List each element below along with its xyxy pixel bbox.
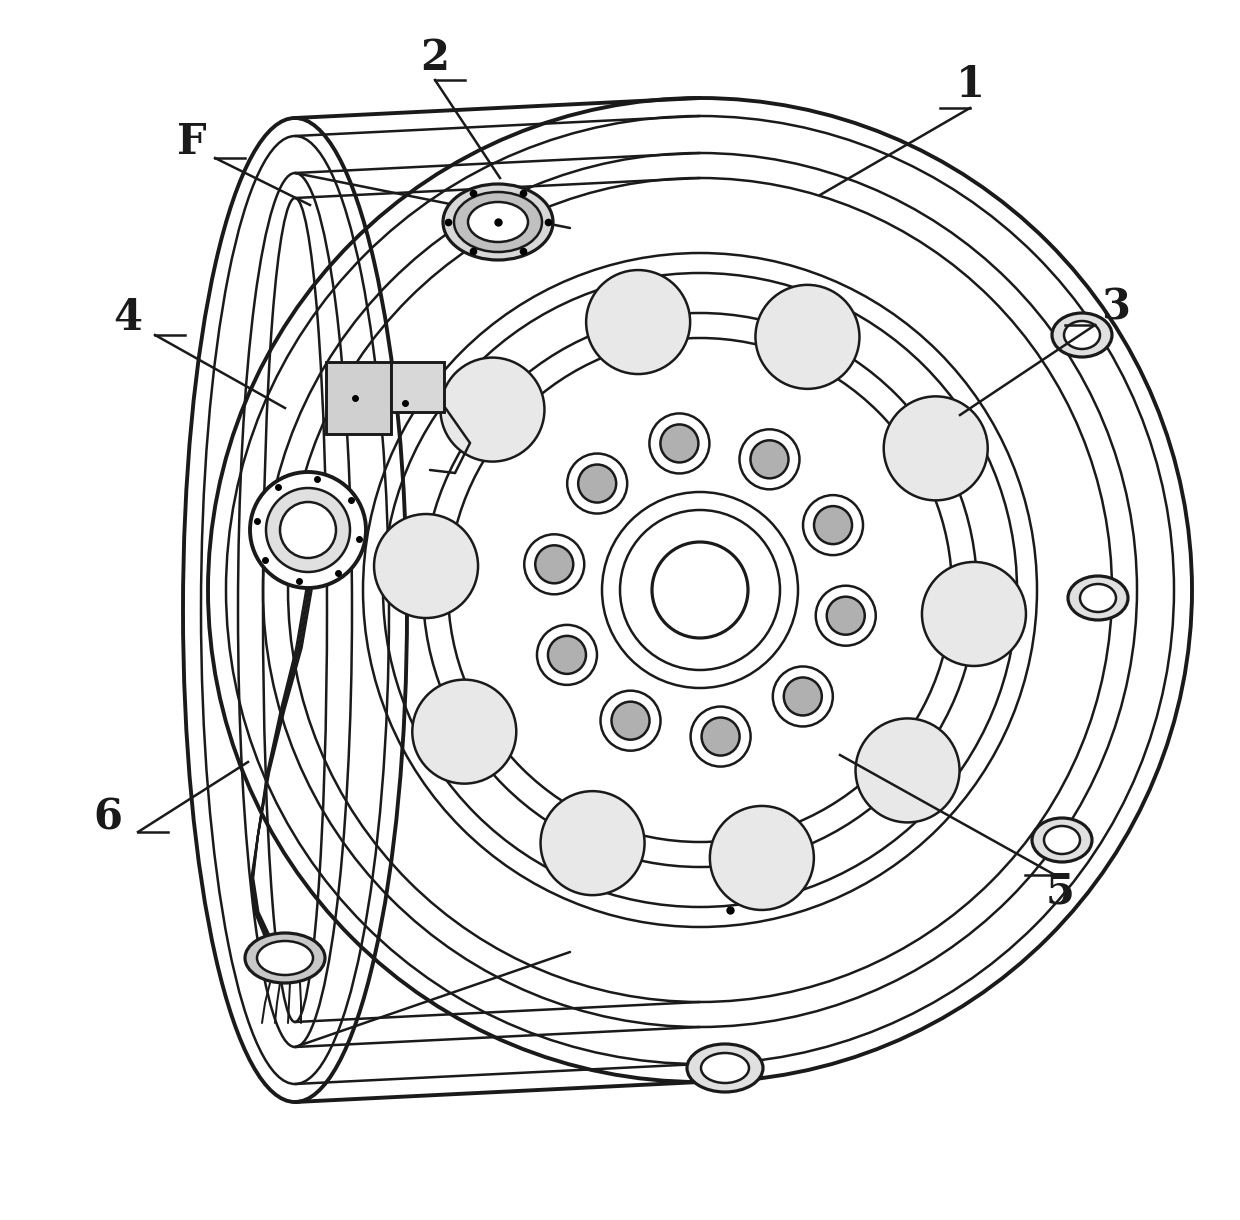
Ellipse shape (440, 357, 544, 461)
Text: 1: 1 (956, 63, 985, 106)
Ellipse shape (709, 806, 813, 910)
Text: 2: 2 (420, 37, 449, 79)
Ellipse shape (813, 506, 852, 544)
Ellipse shape (578, 465, 616, 503)
Ellipse shape (536, 545, 573, 583)
Ellipse shape (374, 514, 479, 619)
Ellipse shape (412, 680, 516, 783)
Ellipse shape (1080, 584, 1116, 612)
FancyBboxPatch shape (391, 362, 444, 412)
Ellipse shape (923, 562, 1025, 666)
Ellipse shape (443, 184, 553, 260)
Ellipse shape (611, 702, 650, 739)
Ellipse shape (548, 636, 587, 673)
Ellipse shape (250, 472, 366, 588)
Ellipse shape (454, 192, 542, 253)
Text: 6: 6 (93, 797, 123, 839)
Text: 3: 3 (1101, 287, 1130, 329)
FancyBboxPatch shape (326, 362, 391, 434)
Ellipse shape (755, 284, 859, 389)
Ellipse shape (827, 597, 864, 634)
Ellipse shape (246, 933, 325, 983)
Ellipse shape (773, 666, 833, 726)
Ellipse shape (856, 719, 960, 822)
Ellipse shape (537, 625, 596, 684)
Ellipse shape (1032, 817, 1092, 863)
Ellipse shape (567, 454, 627, 514)
Ellipse shape (691, 706, 750, 766)
Ellipse shape (661, 425, 698, 462)
Ellipse shape (702, 717, 739, 755)
Ellipse shape (701, 1053, 749, 1083)
Ellipse shape (750, 440, 789, 478)
Ellipse shape (600, 691, 661, 750)
Ellipse shape (1044, 826, 1080, 854)
Ellipse shape (280, 501, 336, 558)
Ellipse shape (257, 941, 312, 975)
Ellipse shape (687, 1044, 763, 1092)
Ellipse shape (587, 270, 691, 375)
Ellipse shape (816, 586, 875, 645)
Ellipse shape (784, 677, 822, 715)
Ellipse shape (541, 791, 645, 895)
Ellipse shape (804, 495, 863, 555)
Text: F: F (177, 121, 207, 163)
Ellipse shape (267, 488, 350, 572)
Ellipse shape (884, 396, 988, 500)
Ellipse shape (467, 203, 528, 242)
Ellipse shape (739, 429, 800, 489)
Ellipse shape (650, 414, 709, 473)
Ellipse shape (1064, 321, 1100, 349)
Text: 5: 5 (1045, 871, 1074, 913)
Text: 4: 4 (114, 296, 143, 339)
Ellipse shape (1068, 576, 1128, 620)
Ellipse shape (1052, 314, 1112, 357)
Ellipse shape (525, 534, 584, 594)
